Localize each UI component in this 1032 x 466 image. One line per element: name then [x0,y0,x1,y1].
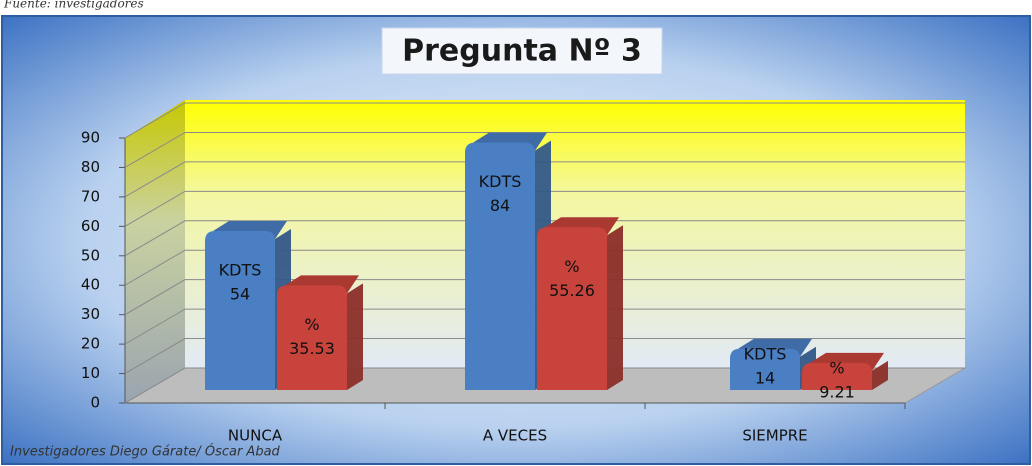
grid-line [124,279,965,316]
title-box [381,27,663,75]
grid-line [124,367,965,404]
y-tick-label: 20 [81,335,100,353]
bar-front [205,231,275,390]
data-label-name: KDTS [479,172,522,191]
grid-line [124,220,965,257]
data-label: 9.21 [819,382,855,401]
data-label-name: % [564,257,579,276]
bar [205,221,291,390]
bar-front [730,348,800,390]
y-tick-label: 70 [81,187,100,205]
bar-side [872,360,888,390]
x-tick-label: SIEMPRE [742,427,807,445]
bar [802,352,888,390]
bar [277,275,363,390]
data-label-name: KDTS [744,344,787,363]
chart-title: Pregunta Nº 3 [402,34,642,69]
bar-side [347,283,363,390]
bar-front [537,227,607,390]
y-tick-label: 10 [81,364,100,382]
y-tick-label: 90 [81,129,100,147]
grid-line [124,308,965,345]
footer: Investigadores Diego Gárate/ Óscar Abad [10,444,281,460]
x-tick-label: A VECES [483,427,547,445]
data-label: 54 [230,285,250,304]
data-label-name: KDTS [219,261,262,280]
bar [537,217,623,390]
grid-line [124,161,965,198]
y-tick-label: 50 [81,246,100,264]
bar-front [802,362,872,390]
data-label: 14 [755,368,775,387]
data-label: 55.26 [549,281,595,300]
data-label: 35.53 [289,339,335,358]
side-wall [125,100,185,403]
y-tick-label: 40 [81,276,100,294]
grid-line [124,131,965,168]
data-label-name: % [304,315,319,334]
source: Fuente: investigadores [3,0,144,11]
grid-line [124,102,965,139]
data-label-name: % [829,358,844,377]
bar-side [607,225,623,390]
y-tick-label: 0 [90,394,100,412]
y-tick-label: 60 [81,217,100,235]
grid-line [124,338,965,374]
grid-line [124,190,965,227]
y-tick-label: 30 [81,305,100,323]
x-tick-label: NUNCA [228,427,283,445]
data-label: 84 [490,196,510,215]
grid-line [124,249,965,286]
y-tick-label: 80 [81,158,100,176]
bar-front [465,142,535,390]
bar-front [277,285,347,390]
